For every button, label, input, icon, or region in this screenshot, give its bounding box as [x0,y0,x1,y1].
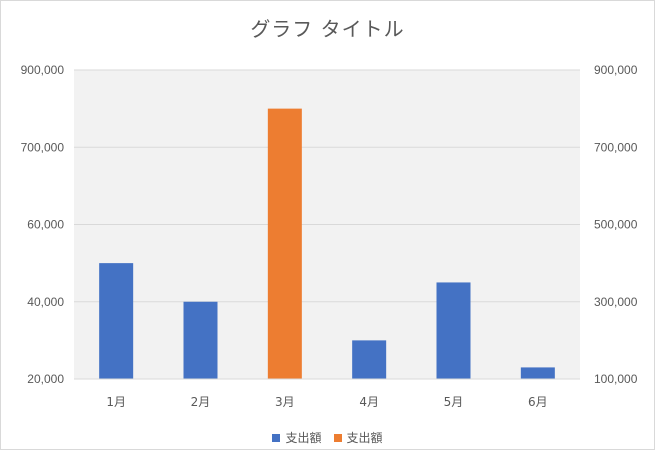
legend-swatch-series-1 [272,433,281,442]
x-tick-label: 2月 [191,395,211,409]
legend-item-series-2: 支出額 [333,429,383,446]
x-tick-label: 6月 [528,395,548,409]
chart-title: グラフ タイトル [250,17,405,41]
legend-item-series-1: 支出額 [272,429,322,446]
legend-swatch-series-2 [333,433,342,442]
y-tick-right: 700,000 [594,140,638,154]
y-tick-left: 20,000 [27,372,64,386]
y-tick-right: 500,000 [594,218,638,232]
legend-label-series-2: 支出額 [346,431,383,445]
bar-series-1-2 [183,301,218,379]
bar-series-1-6 [520,367,555,379]
legend-label-series-1: 支出額 [285,431,322,445]
y-tick-left: 60,000 [27,218,64,232]
x-tick-label: 5月 [444,395,464,409]
y-tick-left: 40,000 [27,295,64,309]
bar-series-2-3 [267,108,302,379]
y-tick-left: 700,000 [21,140,65,154]
y-tick-left: 900,000 [21,63,65,77]
chart-legend: 支出額 支出額 [1,429,654,446]
x-tick-label: 3月 [275,395,295,409]
bar-series-1-5 [436,282,471,379]
y-tick-right: 300,000 [594,295,638,309]
bar-series-1-1 [99,263,134,379]
x-tick-label: 4月 [359,395,379,409]
y-tick-right: 900,000 [594,63,638,77]
bar-series-1-4 [352,340,387,379]
y-tick-right: 100,000 [594,372,638,386]
x-tick-label: 1月 [106,395,126,409]
